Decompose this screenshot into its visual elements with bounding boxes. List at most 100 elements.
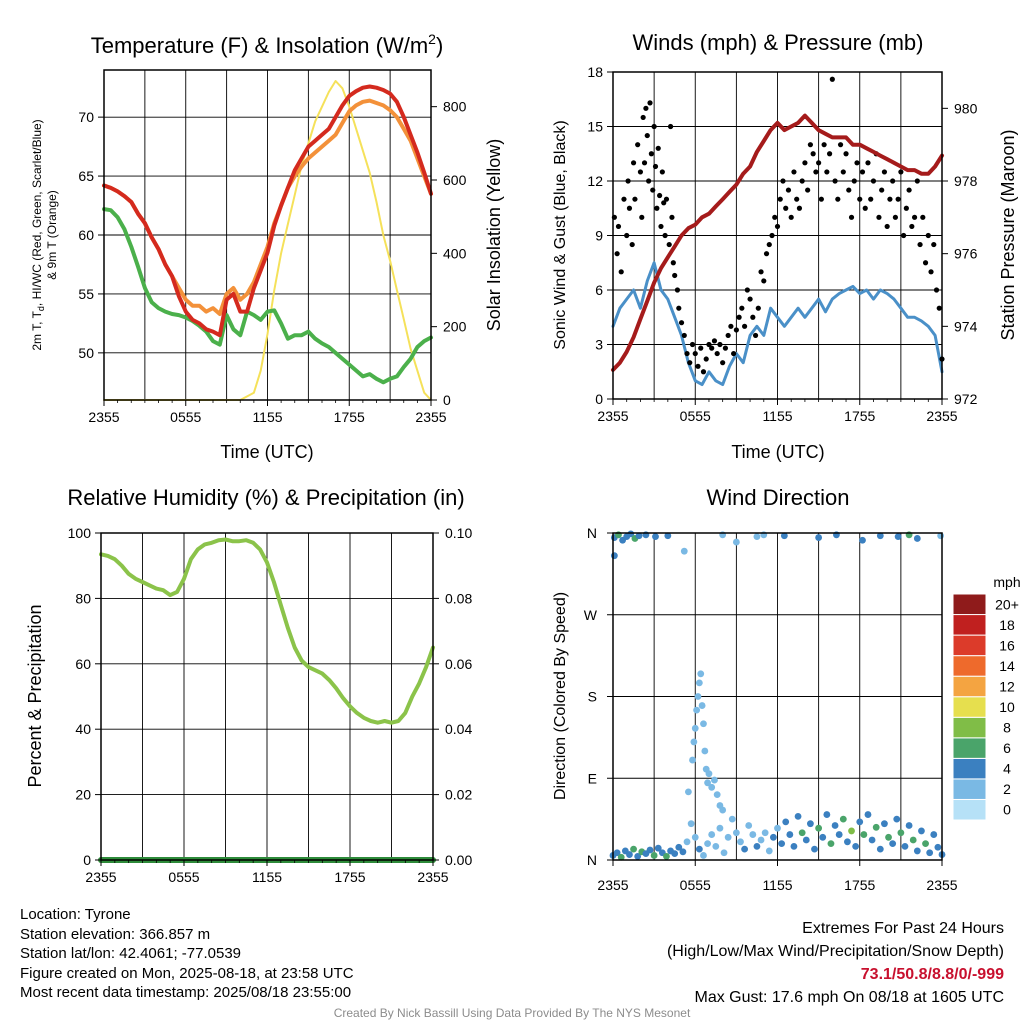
temperature-ylabel-left-line2: & 9m T (Orange)	[45, 190, 59, 280]
gust-point	[769, 232, 775, 239]
direction-point	[782, 818, 790, 826]
gust-point	[835, 196, 841, 202]
gust-point	[667, 123, 674, 130]
gust-point	[640, 114, 646, 121]
direction-point	[897, 829, 905, 837]
gust-point	[625, 178, 631, 184]
direction-point	[745, 822, 753, 829]
direction-point	[769, 833, 777, 841]
recent-text: Most recent data timestamp: 2025/08/18 2…	[20, 984, 352, 1001]
gust-point	[876, 214, 882, 220]
gust-point	[903, 205, 909, 211]
direction-point	[675, 843, 683, 851]
winds-ytick-label: 18	[587, 64, 603, 80]
winds-title: Winds (mph) & Pressure (mb)	[633, 30, 924, 55]
elevation-text: Station elevation: 366.857 m	[20, 925, 211, 943]
temperature-gridlines	[104, 70, 431, 400]
gust-point	[700, 369, 707, 375]
winds-ytick-right-label: 976	[954, 246, 978, 262]
gust-point	[821, 142, 827, 148]
direction-point	[876, 532, 884, 540]
direction-gridlines	[613, 533, 942, 860]
winds-ytick-right-label: 972	[954, 391, 978, 407]
gust-point	[794, 196, 800, 202]
direction-point	[856, 818, 864, 826]
gust-point	[857, 196, 863, 202]
gust-point	[657, 192, 663, 199]
direction-point	[700, 720, 707, 728]
gust-point	[725, 332, 731, 339]
location-text: Location: Tyrone	[20, 906, 131, 923]
winds-wind-line	[611, 261, 944, 386]
direction-point	[712, 842, 720, 850]
gust-point	[635, 142, 641, 148]
direction-point	[652, 533, 659, 541]
colorbar-swatch	[952, 655, 987, 677]
colorbar-swatch	[952, 696, 987, 718]
direction-point	[691, 833, 699, 841]
colorbar-label: 14	[999, 658, 1015, 674]
winds-ytick-label: 15	[587, 119, 603, 135]
direction-point	[701, 747, 709, 755]
gust-point	[895, 196, 901, 202]
direction-point	[794, 813, 802, 820]
direction-point	[934, 843, 942, 851]
direction-point	[802, 836, 810, 844]
direction-point	[713, 791, 721, 798]
direction-point	[630, 845, 637, 853]
humidity-xtick-label: 0555	[168, 869, 199, 885]
gust-point	[818, 196, 824, 202]
humidity-title: Relative Humidity (%) & Precipitation (i…	[67, 485, 464, 510]
temperature-xlabel: Time (UTC)	[220, 442, 313, 462]
direction-point	[913, 847, 921, 855]
direction-point	[635, 532, 643, 540]
gust-point	[621, 196, 627, 202]
direction-point	[634, 852, 642, 860]
gust-point	[629, 241, 635, 248]
gust-point	[791, 169, 797, 175]
temperature-ylabel-right: Solar Insolation (Yellow)	[484, 139, 504, 331]
direction-xtick-label: 1755	[844, 877, 875, 893]
direction-point	[684, 788, 692, 796]
gust-point	[643, 105, 649, 111]
gust-point	[925, 232, 931, 239]
gust-point	[672, 272, 678, 279]
temperature-ticks: 2355 0555 1155 1755 2355 50 55 60 65 70 0 200 400 600…	[78, 99, 466, 425]
gust-point	[824, 169, 830, 175]
gust-point	[829, 76, 835, 82]
temperature-ytick-label: 50	[78, 345, 94, 361]
gust-point	[761, 278, 767, 284]
gust-point	[906, 187, 912, 193]
direction-point	[868, 836, 876, 844]
direction-xtick-label: 0555	[680, 877, 711, 893]
direction-xtick-label: 1155	[762, 877, 792, 893]
gust-point	[669, 214, 675, 220]
extremes-info: Extremes For Past 24 Hours (High/Low/Max…	[667, 917, 1004, 1009]
gust-point	[772, 214, 778, 220]
gust-point	[763, 251, 770, 257]
temperature-ytick-right-label: 400	[443, 245, 467, 261]
gust-point	[614, 251, 620, 257]
direction-point	[664, 532, 672, 540]
gust-point	[630, 160, 637, 166]
gust-point	[646, 178, 652, 184]
gust-point	[644, 132, 650, 139]
humidity-ytick-label: 40	[75, 721, 91, 737]
gust-point	[854, 160, 860, 166]
gust-point	[936, 305, 942, 311]
direction-point	[757, 836, 765, 844]
temperature-insolation-line	[103, 80, 432, 401]
direction-point	[780, 532, 788, 540]
direction-point	[695, 679, 703, 687]
gust-point	[752, 332, 759, 339]
humidity-ytick-right-label: 0.00	[445, 852, 472, 868]
gust-point	[744, 287, 750, 293]
gust-point	[706, 341, 712, 348]
gust-point	[851, 178, 857, 184]
gust-point	[709, 345, 715, 351]
winds-xtick-label: 1155	[762, 408, 792, 424]
gust-point	[722, 345, 729, 351]
gust-point	[881, 169, 888, 175]
winds-ytick-label: 9	[595, 228, 603, 244]
direction-xtick-label: 2355	[926, 877, 957, 893]
